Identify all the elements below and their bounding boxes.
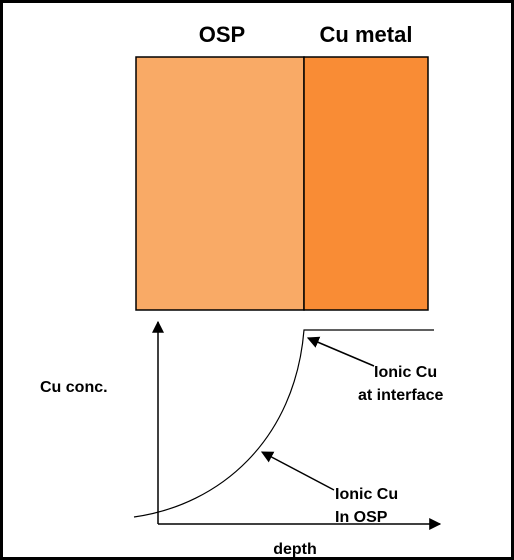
osp-layer — [135, 56, 305, 311]
concentration-curve — [133, 329, 434, 518]
annotation: Ionic Cu — [374, 364, 437, 381]
annotation-arrow — [260, 451, 335, 491]
cu-metal-label: Cu metal — [320, 22, 413, 47]
annotation-arrow — [306, 336, 375, 367]
y-axis-label: Cu conc. — [40, 379, 108, 396]
annotation: Ionic Cu — [335, 486, 398, 503]
cu-layer — [303, 56, 429, 311]
x-axis-label: depth — [273, 541, 317, 558]
annotation: In OSP — [335, 509, 388, 526]
annotation: at interface — [358, 387, 443, 404]
osp-label: OSP — [199, 22, 245, 47]
